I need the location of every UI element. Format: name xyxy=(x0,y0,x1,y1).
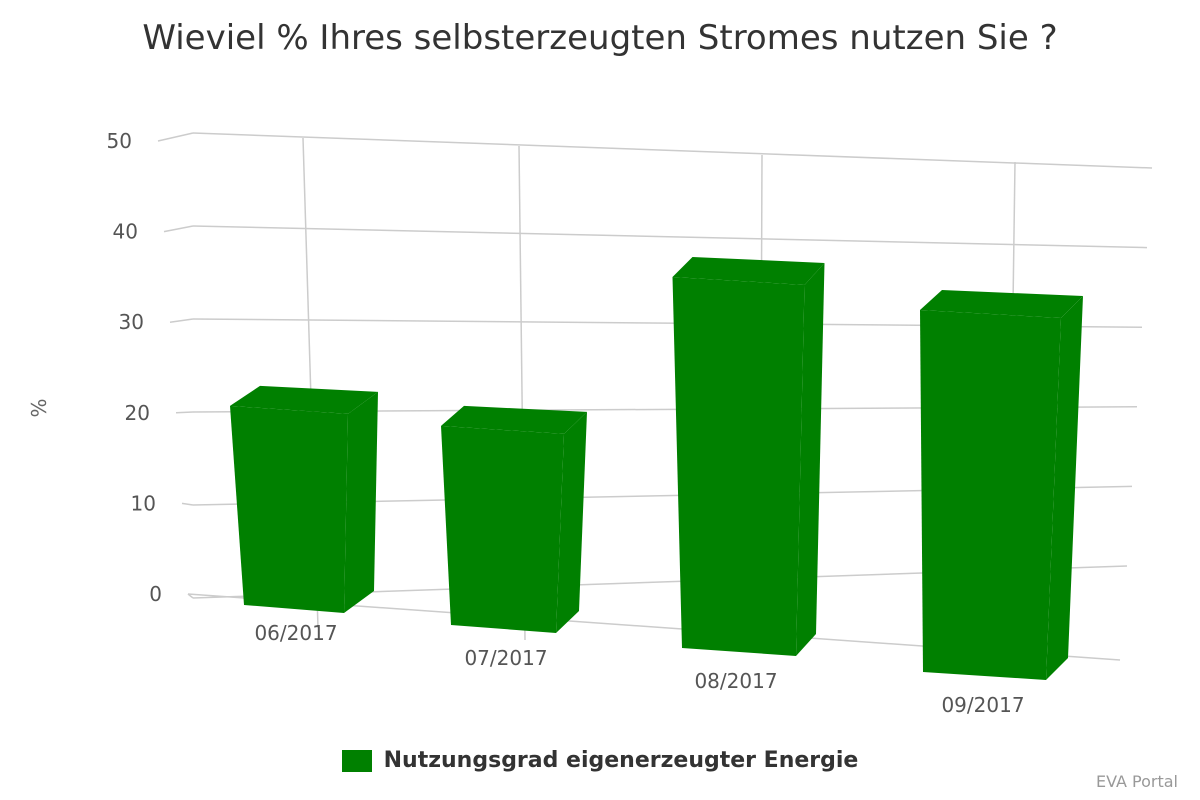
bar-front xyxy=(441,425,564,633)
legend-label: Nutzungsgrad eigenerzeugter Energie xyxy=(383,748,859,773)
gridline xyxy=(192,132,1153,169)
gridline-side xyxy=(163,225,194,233)
bar-side xyxy=(1046,296,1083,680)
legend[interactable]: Nutzungsgrad eigenerzeugter Energie xyxy=(0,748,1200,773)
y-tick-label: 30 xyxy=(119,310,144,334)
y-tick-label: 10 xyxy=(131,491,156,515)
y-tick-label: 20 xyxy=(125,401,150,425)
bar-top xyxy=(230,385,378,414)
credits-link[interactable]: EVA Portal xyxy=(1095,772,1178,791)
bar-front xyxy=(672,276,805,656)
gridline-side xyxy=(175,411,194,414)
bar-side xyxy=(556,411,587,633)
bar-side xyxy=(344,391,378,613)
y-tick-label: 0 xyxy=(149,582,162,606)
y-axis-title: % xyxy=(27,398,51,417)
gridline-side xyxy=(157,132,194,142)
bar-side xyxy=(796,262,825,656)
x-tick-label: 06/2017 xyxy=(254,621,337,645)
y-tick-label: 50 xyxy=(107,129,132,153)
bar-front xyxy=(230,405,348,613)
gridline xyxy=(192,225,1148,249)
bar-top xyxy=(920,290,1083,318)
chart-title: Wieviel % Ihres selbsterzeugten Stromes … xyxy=(142,18,1058,58)
bar-top xyxy=(672,256,825,285)
bar-top xyxy=(441,405,587,434)
legend-swatch xyxy=(341,749,372,772)
y-tick-label: 40 xyxy=(113,220,138,244)
gridline-side xyxy=(169,318,194,323)
bar-front xyxy=(920,310,1061,680)
x-tick-label: 07/2017 xyxy=(464,646,547,670)
x-tick-label: 08/2017 xyxy=(694,669,777,693)
x-tick-label: 09/2017 xyxy=(941,693,1024,717)
gridline-side xyxy=(181,502,194,506)
